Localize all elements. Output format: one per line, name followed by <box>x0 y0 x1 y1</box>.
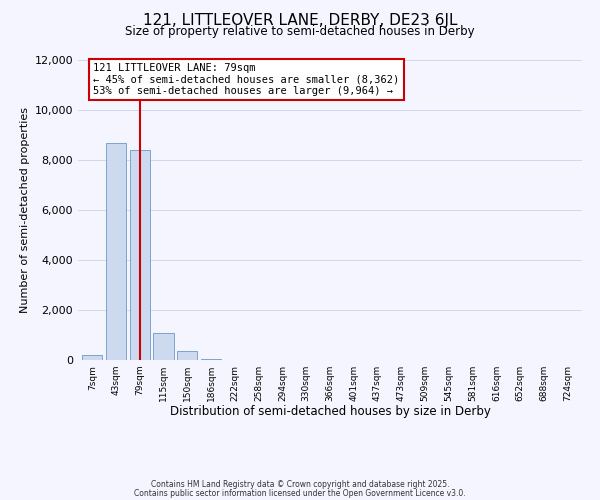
Text: Size of property relative to semi-detached houses in Derby: Size of property relative to semi-detach… <box>125 25 475 38</box>
Bar <box>154 332 173 360</box>
Text: 121 LITTLEOVER LANE: 79sqm
← 45% of semi-detached houses are smaller (8,362)
53%: 121 LITTLEOVER LANE: 79sqm ← 45% of semi… <box>93 63 400 96</box>
Bar <box>82 355 103 360</box>
Text: 121, LITTLEOVER LANE, DERBY, DE23 6JL: 121, LITTLEOVER LANE, DERBY, DE23 6JL <box>143 12 457 28</box>
X-axis label: Distribution of semi-detached houses by size in Derby: Distribution of semi-detached houses by … <box>170 406 490 418</box>
Bar <box>201 359 221 360</box>
Bar <box>106 142 126 360</box>
Bar <box>130 150 150 360</box>
Bar <box>177 351 197 360</box>
Text: Contains public sector information licensed under the Open Government Licence v3: Contains public sector information licen… <box>134 489 466 498</box>
Text: Contains HM Land Registry data © Crown copyright and database right 2025.: Contains HM Land Registry data © Crown c… <box>151 480 449 489</box>
Y-axis label: Number of semi-detached properties: Number of semi-detached properties <box>20 107 31 313</box>
